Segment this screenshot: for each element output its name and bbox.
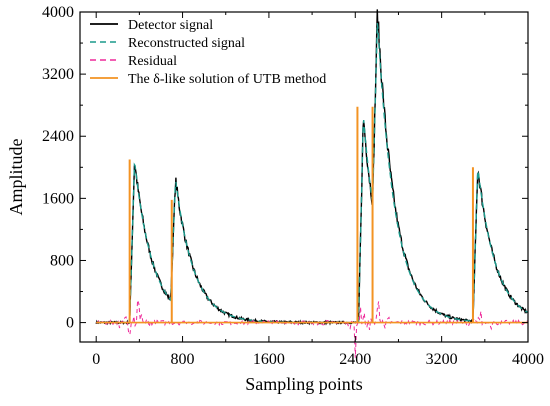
x-tick-label: 1600 [253,351,285,368]
series-line-residual [96,300,528,358]
ticks-layer: 0 800 1600 2400 3200 4000 0 800 1600 2400 3200 4000 [42,4,544,368]
curves-layer [95,9,529,358]
y-axis-label: Amplitude [6,138,26,215]
y-tick-label: 2400 [42,128,74,145]
legend: Detector signal Reconstructed signal Res… [90,18,326,87]
x-tick-label: 0 [92,351,100,368]
legend-label-reconstructed-signal: Reconstructed signal [128,36,245,51]
x-axis-label: Sampling points [245,374,363,394]
y-tick-label: 3200 [42,66,74,83]
x-tick-label: 800 [171,351,195,368]
plot-frame [79,11,529,343]
y-tick-label: 1600 [42,190,74,207]
x-tick-label: 4000 [512,351,544,368]
legend-label-detector-signal: Detector signal [128,18,213,33]
x-tick-label: 3200 [426,351,458,368]
legend-label-utb-solution: The δ-like solution of UTB method [128,72,326,87]
y-tick-label: 800 [50,252,74,269]
y-tick-label: 0 [66,315,74,332]
x-tick-label: 2400 [339,351,371,368]
legend-label-residual: Residual [128,54,177,69]
y-tick-label: 4000 [42,4,74,21]
